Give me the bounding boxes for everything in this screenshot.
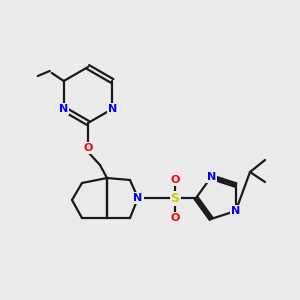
Text: N: N [231, 206, 240, 216]
Text: N: N [59, 104, 68, 114]
Text: O: O [170, 213, 180, 223]
Text: S: S [170, 191, 179, 205]
Text: N: N [108, 104, 117, 114]
Text: N: N [207, 172, 216, 182]
Text: O: O [83, 143, 93, 153]
Text: N: N [134, 193, 142, 203]
Text: O: O [170, 175, 180, 185]
